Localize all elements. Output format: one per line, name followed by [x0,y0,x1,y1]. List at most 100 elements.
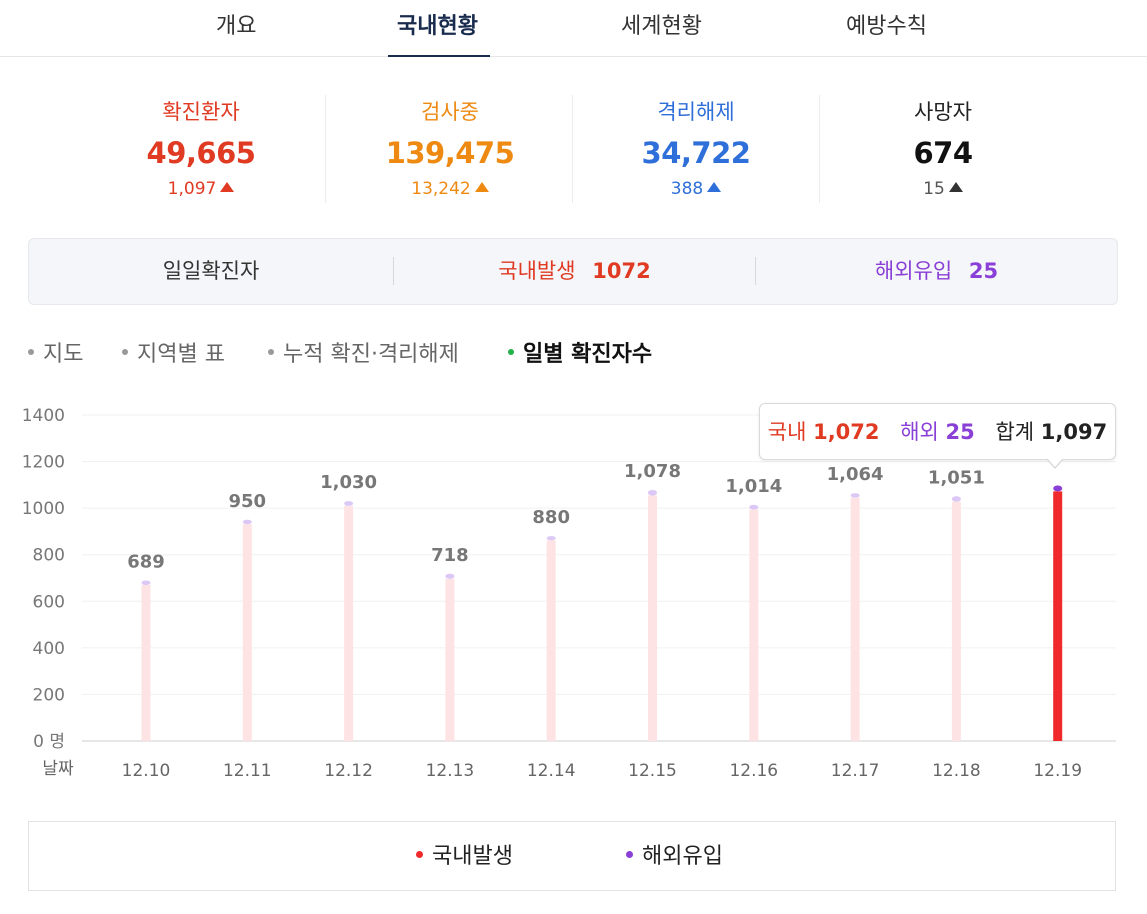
legend-domestic-label: 국내발생 [432,844,513,869]
tab-prevention-rules[interactable]: 예방수칙 [846,14,927,39]
stat-released-value: 34,722 [641,136,751,170]
bar-overseas [445,573,455,579]
stat-deaths-delta-value: 15 [923,179,945,199]
stat-deaths-delta: 15 [820,177,1066,201]
up-triangle-icon [707,182,722,192]
legend-item-domestic[interactable]: 국내발생 [416,822,513,892]
bullet-dot-icon [122,349,128,355]
y-tick-label: 800 [33,546,65,566]
daily-confirmed-box: 일일확진자 국내발생 1072 해외유입 25 [28,238,1118,305]
chart-tooltip: 국내 1,072 해외 25 합계 1,097 [759,403,1116,460]
x-tick-label: 12.15 [628,761,677,781]
tooltip-overseas-value: 25 [945,420,975,444]
subtab-daily-confirmed-label: 일별 확진자수 [523,342,653,367]
subtab-cumulative-label: 누적 확진·격리해제 [283,342,459,367]
bar-value-label: 718 [431,545,469,566]
chart-value-labels: 689 950 1,030 718 880 1,078 1,014 1,064 1,051 [127,461,985,573]
tooltip-domestic-label: 국내 [767,420,807,444]
stat-divider [325,95,326,203]
bar-value-label: 1,078 [624,461,681,482]
bar-overseas [749,504,759,510]
stat-testing-label: 검사중 [421,100,479,124]
bar-value-label: 1,064 [827,464,884,485]
bar-overseas [648,489,657,496]
bar-domestic [749,509,759,741]
stat-divider [572,95,573,203]
bar-overseas [951,496,961,502]
daily-confirmed-title: 일일확진자 [162,259,260,283]
bar-domestic [648,495,657,741]
chart-y-ticks: 1400 1200 1000 800 600 400 200 0 명 [22,406,65,752]
up-triangle-icon [948,182,963,192]
daily-domestic-label: 국내발생 [498,259,576,283]
x-tick-label: 12.13 [426,761,475,781]
daily-domestic-value: 1072 [592,259,651,283]
chart-x-ticks: 12.10 12.11 12.12 12.13 12.14 12.15 12.16 12.17… [42,759,1082,781]
stat-deaths-label: 사망자 [914,100,972,124]
stat-testing: 검사중 139,475 13,242 [327,95,573,205]
x-tick-label: 12.16 [729,761,778,781]
legend-dot-icon [626,851,633,858]
stat-released-delta: 388 [573,177,819,201]
bar-value-label: 689 [127,552,165,573]
bar-domestic [850,497,860,741]
tab-domestic-status[interactable]: 국내현황 [397,14,478,39]
bar-overseas [242,519,252,525]
bullet-dot-icon [268,349,274,355]
bar-domestic [344,505,354,741]
stat-released-label: 격리해제 [657,100,735,124]
daily-divider [393,257,394,285]
daily-domestic: 국내발생 1072 [394,239,755,304]
stat-testing-delta: 13,242 [327,177,573,201]
chart-legend: 국내발생 해외유입 [28,821,1116,891]
subtab-cumulative[interactable]: 누적 확진·격리해제 [268,336,459,368]
y-tick-label: 200 [33,685,65,705]
subtab-daily-confirmed[interactable]: 일별 확진자수 [508,336,652,368]
bar-value-label: 1,014 [725,476,782,497]
bar-value-label: 1,030 [320,472,377,493]
daily-overseas-value: 25 [968,259,999,283]
tab-overview[interactable]: 개요 [216,14,257,39]
stat-deaths: 사망자 674 15 [820,95,1066,205]
subtab-region-table[interactable]: 지역별 표 [122,336,225,368]
tab-world-status[interactable]: 세계현황 [621,14,702,39]
subtab-region-table-label: 지역별 표 [137,342,225,367]
bar-overseas [1053,485,1063,492]
bar-value-label: 1,051 [928,467,985,488]
bar-overseas [850,493,860,498]
stat-confirmed-delta: 1,097 [78,177,324,201]
legend-overseas-label: 해외유입 [642,844,723,869]
stat-released-delta-value: 388 [670,179,704,199]
y-tick-label: 400 [33,639,65,659]
tooltip-domestic-value: 1,072 [813,420,880,444]
bar-overseas [546,536,556,541]
daily-divider [755,257,756,285]
stat-released: 격리해제 34,722 388 [573,95,819,205]
top-tab-bar: 개요 국내현황 세계현황 예방수칙 [0,0,1147,57]
subtab-map-label: 지도 [43,342,84,367]
y-tick-label: 1400 [22,406,65,426]
bullet-dot-icon [28,349,34,355]
subtab-map[interactable]: 지도 [28,336,83,368]
tooltip-overseas-label: 해외 [900,420,939,444]
stat-deaths-value: 674 [913,136,973,170]
y-tick-label: 1000 [22,499,65,519]
bar-domestic [445,578,455,741]
tooltip-arrow-fill [1047,458,1063,467]
x-tick-label: 12.19 [1033,761,1082,781]
y-tick-label: 600 [33,592,65,612]
x-tick-label: 12.12 [324,761,373,781]
x-tick-label: 12.10 [122,761,171,781]
y-tick-label: 1200 [22,453,65,473]
legend-item-overseas[interactable]: 해외유입 [626,822,723,892]
stat-confirmed-label: 확진환자 [162,100,240,124]
daily-overseas: 해외유입 25 [756,239,1117,304]
stat-confirmed-delta-value: 1,097 [167,179,217,199]
x-tick-label: 12.14 [527,761,576,781]
bar-domestic [242,524,252,741]
x-tick-label: 12.18 [932,761,981,781]
bar-domestic [951,501,961,741]
daily-confirmed-chart: 1400 1200 1000 800 600 400 200 0 명 689 950 1,030 7… [22,406,1116,781]
stat-testing-delta-value: 13,242 [411,179,471,199]
stat-confirmed: 확진환자 49,665 1,097 [78,95,324,205]
